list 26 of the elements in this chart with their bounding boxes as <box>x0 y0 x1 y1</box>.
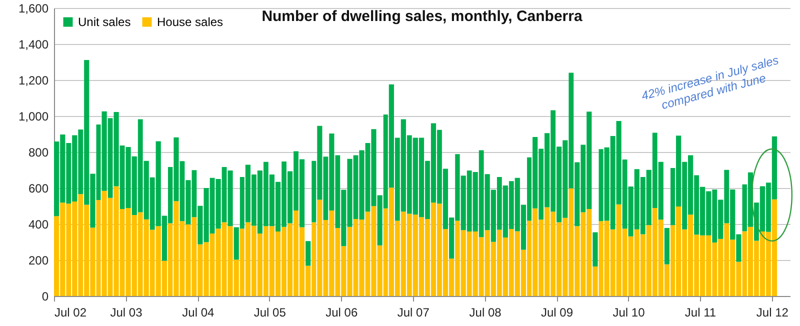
y-tick-label: 200 <box>28 254 49 268</box>
x-tick-label: Jul 12 <box>756 306 789 320</box>
x-tick-label: Jul 02 <box>54 306 87 320</box>
legend-label: Unit sales <box>78 15 131 29</box>
x-tick-label: Jul 03 <box>110 306 143 320</box>
chart-title: Number of dwelling sales, monthly, Canberra <box>262 8 583 25</box>
bar <box>664 228 670 264</box>
x-tick-label: Jul 09 <box>541 306 574 320</box>
y-tick-label: 800 <box>28 146 49 160</box>
y-tick-label: 1,200 <box>18 74 49 88</box>
y-tick-label: 1,400 <box>18 38 49 52</box>
y-tick-label: 0 <box>42 290 49 304</box>
y-tick-label: 400 <box>28 218 49 232</box>
x-tick-label: Jul 08 <box>469 306 502 320</box>
bar <box>592 232 598 266</box>
y-tick-label: 1,600 <box>18 2 49 16</box>
x-tick-label: Jul 11 <box>684 306 716 320</box>
x-tick-label: Jul 04 <box>182 306 214 320</box>
x-tick-label: Jul 10 <box>612 306 646 320</box>
x-tick-label: Jul 06 <box>326 306 358 320</box>
legend-label: House sales <box>157 15 224 29</box>
y-tick-label: 600 <box>28 182 49 196</box>
x-tick-label: Jul 05 <box>254 306 286 320</box>
x-tick-label: Jul 07 <box>397 306 430 320</box>
bar <box>306 241 311 266</box>
y-tick-label: 1,000 <box>18 110 49 124</box>
